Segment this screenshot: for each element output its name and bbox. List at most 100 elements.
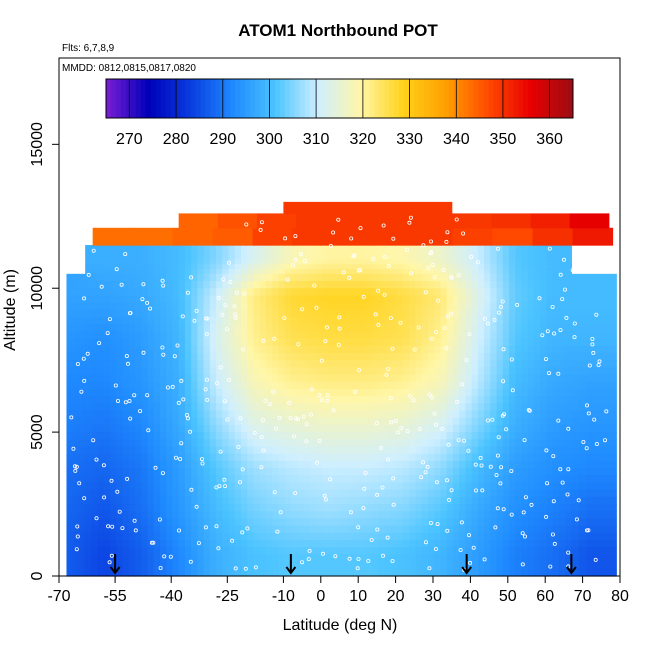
heatmap-cell-213 xyxy=(290,269,298,275)
heatmap-cell-1955 xyxy=(490,367,498,376)
heatmap-cell-584 xyxy=(172,281,180,289)
heatmap-cell-3129 xyxy=(552,482,560,491)
heatmap-cell-1858 xyxy=(371,381,379,390)
heatmap-cell-2548 xyxy=(521,432,529,440)
heatmap-cell-2230 xyxy=(184,439,192,448)
heatmap-cell-3338 xyxy=(209,518,217,527)
heatmap-cell-3763 xyxy=(91,554,99,563)
heatmap-cell-3992 xyxy=(322,568,329,577)
heatmap-cell-2462 xyxy=(434,417,442,426)
heatmap-cell-2190 xyxy=(122,439,130,448)
heatmap-cell-4060 xyxy=(409,561,417,570)
heatmap-cell-3020 xyxy=(434,482,442,491)
top-band-0-cell-8 xyxy=(412,227,454,246)
heatmap-cell-1196 xyxy=(247,324,255,332)
heatmap-cell-1634 xyxy=(135,374,142,383)
heatmap-cell-2116 xyxy=(78,432,83,440)
heatmap-cell-3316 xyxy=(222,489,230,498)
heatmap-cell-966 xyxy=(533,309,541,318)
heatmap-cell-3285 xyxy=(178,496,186,505)
heatmap-cell-3353 xyxy=(265,489,273,498)
heatmap-cell-3928 xyxy=(297,532,304,541)
heatmap-cell-440 xyxy=(546,249,554,256)
heatmap-cell-2736 xyxy=(159,446,167,455)
heatmap-cell-1362 xyxy=(384,352,392,361)
heatmap-cell-3700 xyxy=(601,518,610,527)
heatmap-cell-252 xyxy=(346,245,354,251)
heatmap-cell-2740 xyxy=(184,446,192,455)
heatmap-cell-4103 xyxy=(452,568,460,577)
heatmap-cell-2669 xyxy=(116,446,124,455)
heatmap-cell-1528 xyxy=(601,331,610,340)
heatmap-cell-2121 xyxy=(75,439,80,448)
heatmap-cell-2184 xyxy=(122,432,130,440)
heatmap-cell-678 xyxy=(234,309,242,318)
sample-point-256 xyxy=(107,317,112,322)
heatmap-cell-3833 xyxy=(191,547,198,556)
heatmap-cell-1339 xyxy=(390,324,398,332)
heatmap-cell-2537 xyxy=(527,417,535,426)
heatmap-cell-3848 xyxy=(172,568,180,577)
heatmap-cell-2717 xyxy=(153,460,161,469)
heatmap-cell-697 xyxy=(278,288,286,297)
heatmap-cell-2983 xyxy=(390,482,398,491)
x-tick-label-9: 40 xyxy=(462,588,480,605)
heatmap-cell-604 xyxy=(184,302,192,311)
heatmap-cell-3242 xyxy=(135,489,142,498)
heatmap-cell-104 xyxy=(172,269,180,275)
heatmap-cell-601 xyxy=(166,302,174,311)
colorbar-swatch-2 xyxy=(115,79,122,118)
heatmap-cell-3649 xyxy=(540,504,548,512)
heatmap-cell-146 xyxy=(247,245,255,251)
sample-point-36 xyxy=(398,320,403,325)
sample-point-120 xyxy=(223,303,228,308)
y-axis-label: Altitude (m) xyxy=(2,269,19,351)
heatmap-cell-304 xyxy=(409,254,417,261)
heatmap-cell-1373 xyxy=(452,317,460,325)
heatmap-cell-1804 xyxy=(334,360,342,368)
sample-point-292 xyxy=(336,217,341,222)
heatmap-cell-2477 xyxy=(452,432,460,440)
heatmap-cell-1541 xyxy=(608,345,617,354)
heatmap-cell-2117 xyxy=(82,432,86,440)
heatmap-cell-235 xyxy=(315,259,323,265)
heatmap-cell-563 xyxy=(153,295,161,304)
heatmap-cell-2679 xyxy=(103,460,111,469)
heatmap-cell-1543 xyxy=(578,352,587,361)
heatmap-cell-1047 xyxy=(103,317,111,325)
heatmap-cell-1764 xyxy=(272,360,280,368)
heatmap-cell-2412 xyxy=(384,403,392,412)
heatmap-cell-1193 xyxy=(265,317,273,325)
heatmap-cell-3612 xyxy=(496,504,504,512)
heatmap-cell-3030 xyxy=(459,453,467,462)
heatmap-cell-2752 xyxy=(184,460,192,469)
heatmap-cell-3922 xyxy=(259,568,267,577)
heatmap-cell-4002 xyxy=(346,540,354,548)
sample-point-31 xyxy=(427,566,432,571)
heatmap-cell-4024 xyxy=(371,561,379,570)
heatmap-cell-1942 xyxy=(446,396,454,404)
heatmap-cell-218 xyxy=(322,245,329,251)
heatmap-cell-2104 xyxy=(78,417,83,426)
heatmap-cell-1451 xyxy=(527,324,535,332)
heatmap-cell-535 xyxy=(91,309,99,318)
heatmap-cell-1208 xyxy=(247,338,255,347)
heatmap-cell-1027 xyxy=(69,338,74,347)
heatmap-cell-2525 xyxy=(527,403,535,412)
sample-point-380 xyxy=(341,270,346,275)
heatmap-cell-2696 xyxy=(97,482,105,491)
heatmap-cell-3288 xyxy=(159,504,167,512)
heatmap-cell-2207 xyxy=(191,410,198,419)
heatmap-cell-3283 xyxy=(166,496,174,505)
heatmap-cell-3818 xyxy=(172,532,180,541)
heatmap-cell-4141 xyxy=(502,532,510,541)
heatmap-cell-1761 xyxy=(253,396,261,404)
heatmap-cell-20 xyxy=(97,259,105,265)
heatmap-cell-1820 xyxy=(322,381,329,390)
heatmap-cell-3822 xyxy=(159,540,167,548)
heatmap-cell-502 xyxy=(78,309,83,318)
heatmap-cell-2522 xyxy=(509,403,516,412)
heatmap-cell-110 xyxy=(209,245,217,251)
heatmap-cell-1304 xyxy=(359,324,367,332)
heatmap-cell-1520 xyxy=(586,324,595,332)
